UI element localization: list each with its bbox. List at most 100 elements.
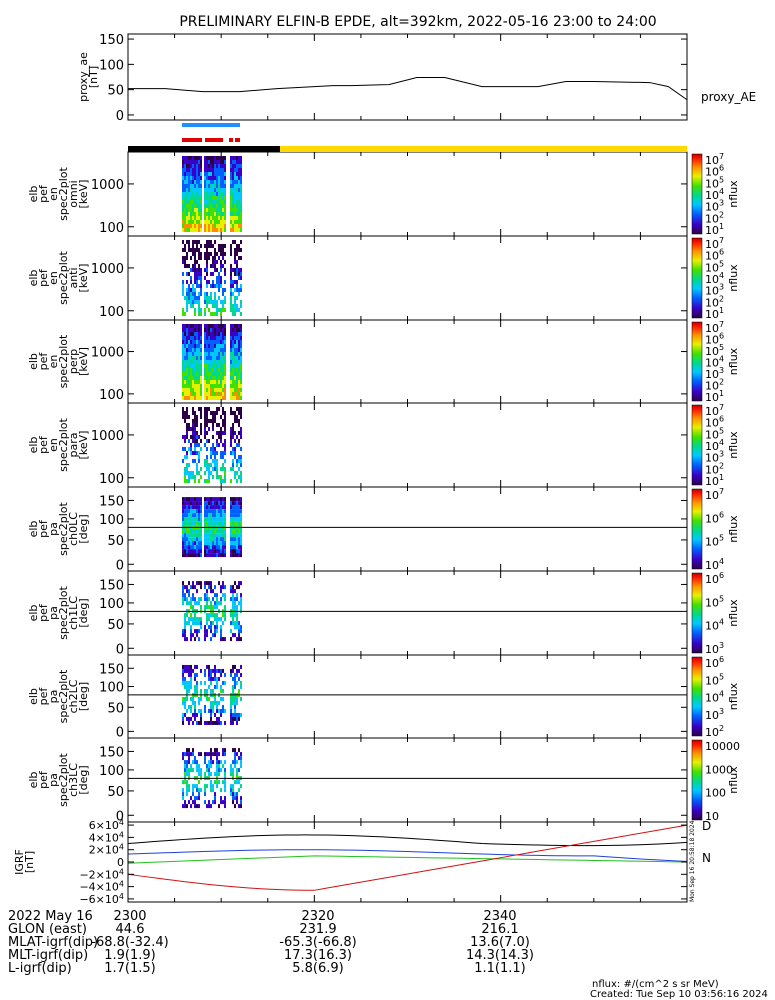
spectrogram-cell (230, 384, 232, 388)
spectrogram-cell (224, 768, 226, 773)
spectrogram-cell (194, 475, 196, 479)
spectrogram-cell (182, 172, 184, 176)
spectrogram-cell (224, 216, 226, 220)
spectrogram-cell (194, 537, 196, 542)
y-tick-label: 0 (117, 856, 124, 869)
spectrogram-cell (234, 336, 236, 340)
spectrogram-cell (188, 553, 190, 558)
spectrogram-cell (224, 160, 226, 164)
spectrogram-cell (212, 467, 214, 471)
spectrogram-cell (186, 324, 188, 328)
spectrogram-cell (184, 260, 186, 264)
spectrogram-cell (192, 581, 194, 586)
spectrogram-cell (200, 292, 202, 296)
spectrogram-cell (200, 415, 202, 419)
spectrogram-cell (230, 629, 232, 634)
spectrogram-cell (224, 533, 226, 538)
spectrogram-cell (192, 332, 194, 336)
colorbar-tick-label: 106 (705, 571, 724, 586)
spectrogram-cell (234, 180, 236, 184)
side-stamp: Mon Sep 16 20:58:18 2024 (689, 820, 696, 902)
spectrogram-cell (186, 415, 188, 419)
spectrogram-cell (190, 248, 192, 252)
spectrogram-cell (232, 505, 234, 510)
colorbar-label: nflux (727, 431, 740, 459)
spectrogram-cell (196, 336, 198, 340)
spectrogram-cell (240, 344, 242, 348)
spectrogram-cell (232, 348, 234, 352)
spectrogram-cell (186, 172, 188, 176)
spectrogram-cell (186, 621, 188, 626)
y-tick-label: 100 (99, 681, 124, 696)
spectrogram-cell (198, 268, 200, 272)
spectrogram-cell (212, 521, 214, 526)
spectrogram-cell (204, 200, 206, 204)
spectrogram-cell (184, 533, 186, 538)
y-tick-label: 1000 (91, 178, 124, 193)
spectrogram-cell (186, 411, 188, 415)
spectrogram-cell (234, 184, 236, 188)
spectrogram-cell (190, 392, 192, 396)
spectrogram-cell (204, 360, 206, 364)
spectrogram-cell (184, 200, 186, 204)
spectrogram-cell (232, 513, 234, 518)
spectrogram-cell (232, 240, 234, 244)
spectrogram-cell (238, 756, 240, 761)
spectrogram-cell (212, 164, 214, 168)
spectrogram-cell (218, 376, 220, 380)
spectrogram-cell (236, 521, 238, 526)
spectrogram-cell (230, 180, 232, 184)
spectrogram-cell (204, 772, 206, 777)
spectrogram-cell (200, 192, 202, 196)
spectrogram-cell (208, 332, 210, 336)
spectrogram-cell (222, 407, 224, 411)
spectrogram-cell (238, 549, 240, 554)
spectrogram-cell (220, 439, 222, 443)
spectrogram-cell (214, 529, 216, 534)
spectrogram-cell (194, 796, 196, 801)
spectrogram-cell (240, 228, 242, 232)
spectrogram-cell (216, 376, 218, 380)
spectrogram-cell (212, 336, 214, 340)
spectrogram-cell (186, 684, 188, 689)
spectrogram-cell (222, 332, 224, 336)
spectrogram-cell (216, 467, 218, 471)
spectrogram-cell (186, 760, 188, 765)
spectrogram-cell (220, 212, 222, 216)
spectrogram-cell (216, 593, 218, 598)
spectrogram-cell (196, 172, 198, 176)
spectrogram-cell (198, 336, 200, 340)
spectrogram-cell (210, 376, 212, 380)
spectrogram-cell (198, 256, 200, 260)
spectrogram-cell (218, 288, 220, 292)
legend-d: D (702, 819, 711, 833)
spectrogram-cell (190, 585, 192, 590)
spectrogram-cell (234, 200, 236, 204)
spectrogram-cell (192, 324, 194, 328)
spectrogram-cell (200, 509, 202, 514)
spectrogram-cell (198, 505, 200, 510)
spectrogram-cell (216, 680, 218, 685)
spectrogram-cell (214, 176, 216, 180)
spectrogram-cell (210, 455, 212, 459)
spectrogram-cell (196, 505, 198, 510)
spectrogram-cell (230, 332, 232, 336)
spectrogram-cell (210, 752, 212, 757)
spectrogram-cell (188, 668, 190, 673)
spectrogram-cell (212, 517, 214, 522)
spectrogram-cell (236, 204, 238, 208)
spectrogram-cell (220, 513, 222, 518)
spectrogram-cell (238, 423, 240, 427)
spectrogram-cell (234, 537, 236, 542)
spectrogram-cell (236, 396, 238, 400)
spectrogram-cell (224, 593, 226, 598)
spectrogram-cell (206, 380, 208, 384)
spectrogram-cell (224, 272, 226, 276)
spectrogram-cell (184, 684, 186, 689)
spectrogram-cell (238, 533, 240, 538)
spectrogram-cell (184, 467, 186, 471)
spectrogram-cell (194, 541, 196, 546)
row-3-v2: 14.3(14.3) (466, 948, 534, 963)
row-0-v2: 2340 (483, 909, 516, 924)
spectrogram-cell (214, 752, 216, 757)
